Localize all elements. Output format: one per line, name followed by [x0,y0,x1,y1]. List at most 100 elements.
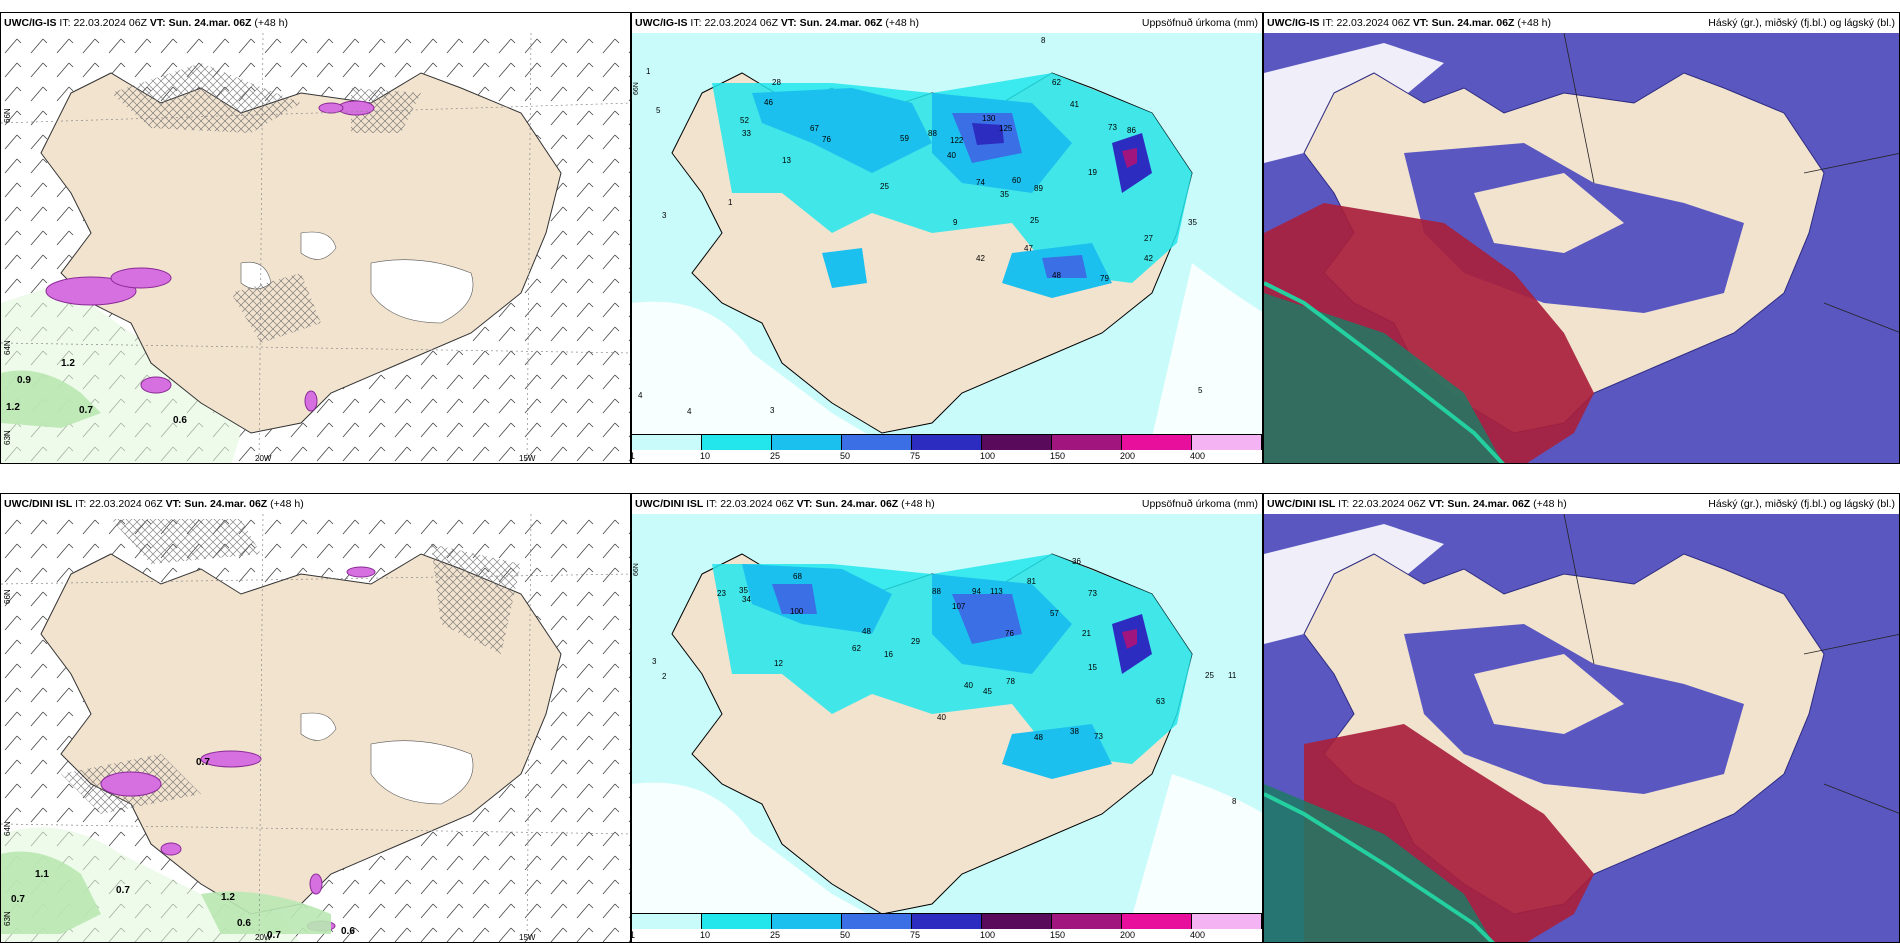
panel-header: UWC/IG-IS IT: 22.03.2024 06Z VT: Sun. 24… [1,13,630,33]
wind-label: 1.2 [61,358,75,369]
colorbar-tick: 200 [1120,930,1136,940]
colorbar-tick: 50 [840,930,851,940]
precip-value: 40 [937,713,946,722]
panel-header: UWC/DINI ISL IT: 22.03.2024 06Z VT: Sun.… [1,494,630,514]
colorbar-swatch [842,435,912,450]
colorbar-swatch [842,914,912,929]
lon-label: 20W [255,933,272,942]
cloud-panel-row2: UWC/DINI ISL IT: 22.03.2024 06Z VT: Sun.… [1263,493,1900,943]
precip-value: 35 [739,586,748,595]
colorbar-swatch [1192,914,1262,929]
colorbar-swatch [912,914,982,929]
colorbar-tick: 75 [909,930,920,940]
precip-value: 94 [972,587,981,596]
precip-value: 125 [999,124,1013,133]
precip-value: 5 [1198,386,1203,395]
colorbar-tick: 400 [1189,451,1206,461]
precip-value: 73 [1094,732,1103,741]
precip-value: 62 [852,644,861,653]
wind-label: 0.7 [11,894,25,905]
precip-value: 8 [1041,36,1046,45]
colorbar-tick: 75 [909,451,920,461]
colorbar-swatch [982,435,1052,450]
colorbar-swatch [1122,914,1192,929]
precip-value: 9 [953,218,958,227]
colorbar-swatch [702,914,772,929]
wind-label: 0.7 [267,930,281,941]
precip-value: 47 [1024,244,1033,253]
precip-value: 88 [932,587,941,596]
precip-value: 57 [1050,609,1059,618]
colorbar-tick: 10 [699,451,710,461]
colorbar-tick: 100 [980,930,996,940]
precip-value: 107 [952,602,966,611]
lon-label: 15W [519,454,536,463]
precip-value: 29 [911,637,920,646]
wind-label: 1.1 [35,869,49,880]
precip-value: 25 [1205,671,1214,680]
precip-value: 42 [976,254,985,263]
precip-value: 40 [964,681,973,690]
precip-value: 35 [1000,190,1009,199]
precip-value: 68 [793,572,802,581]
colorbar-tick: 25 [769,451,780,461]
wind-label: 0.6 [341,926,355,937]
colorbar-swatch [1052,435,1122,450]
precip-value: 25 [880,182,889,191]
lat-label: 64N [3,821,12,836]
wind-label: 0.7 [196,757,210,768]
precip-value: 27 [1144,234,1153,243]
precip-value: 42 [1144,254,1153,263]
precip-value: 19 [1088,168,1097,177]
precip-value: 48 [1052,271,1061,280]
precip-panel-row2: UWC/DINI ISL IT: 22.03.2024 06Z VT: Sun.… [631,493,1263,943]
precip-value: 5 [656,106,661,115]
colorbar-tick: 400 [1189,930,1206,940]
wind-panel-row2: UWC/DINI ISL IT: 22.03.2024 06Z VT: Sun.… [0,493,631,943]
precip-value: 35 [1188,218,1197,227]
precip-value: 78 [1006,677,1015,686]
precip-value: 130 [982,114,996,123]
precip-value: 63 [1156,697,1165,706]
precip-map: 28 52 33 46 67 76 13 59 88 130 122 125 6… [632,33,1262,437]
precip-value: 74 [976,178,985,187]
precip-value: 33 [742,129,751,138]
precip-title: Uppsöfnuð úrkoma (mm) [1141,498,1258,510]
precip-title: Uppsöfnuð úrkoma (mm) [1141,17,1258,29]
wind-panel-row1: UWC/IG-IS IT: 22.03.2024 06Z VT: Sun. 24… [0,12,631,464]
precip-value: 38 [1070,727,1079,736]
cloud-title: Háský (gr.), miðský (fj.bl.) og lágský (… [1708,17,1895,29]
valid-time: Sun. 24.mar. 06Z [168,17,252,29]
precip-value: 45 [983,687,992,696]
precip-map: 23 35 34 100 68 88 94 107 113 81 36 73 5… [632,514,1262,916]
precip-value: 67 [810,124,819,133]
lead-time: (+48 h) [254,17,288,29]
precip-value: 48 [1034,733,1043,742]
precip-value: 89 [1034,184,1043,193]
precip-value: 73 [1088,589,1097,598]
lat-label: 66N [3,589,12,604]
colorbar-tick: 200 [1120,451,1136,461]
precip-value: 3 [662,211,667,220]
precip-value: 48 [862,627,871,636]
wind-label: 1.2 [6,402,20,413]
precip-value: 76 [822,135,831,144]
precip-value: 21 [1082,629,1091,638]
colorbar-swatch [632,435,702,450]
cloud-map [1264,514,1899,942]
colorbar-swatch [772,914,842,929]
model-name: UWC/DINI ISL [4,498,73,510]
precip-value: 86 [1127,126,1136,135]
precip-value: 52 [740,116,749,125]
colorbar-tick: 100 [980,451,996,461]
precip-value: 60 [1012,176,1021,185]
wind-label: 0.9 [17,375,31,386]
cloud-map [1264,33,1899,463]
wind-map: 0.7 0.7 1.1 1.2 0.6 0.7 0.6 0.7 66N 63N … [1,514,630,942]
lon-label: 15W [519,933,536,942]
colorbar-tick: 1 [632,930,635,940]
colorbar-swatch [1122,435,1192,450]
lat-label: 63N [3,430,12,445]
panel-header: UWC/IG-IS IT: 22.03.2024 06Z VT: Sun. 24… [1264,13,1899,33]
cloud-panel-row1: UWC/IG-IS IT: 22.03.2024 06Z VT: Sun. 24… [1263,12,1900,464]
